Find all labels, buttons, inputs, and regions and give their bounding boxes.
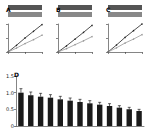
svg-text:A: A <box>6 6 11 13</box>
svg-text:B: B <box>56 6 61 13</box>
svg-text:1.0: 1.0 <box>6 90 14 96</box>
svg-text:0.5: 0.5 <box>6 106 14 112</box>
svg-text:C: C <box>106 6 111 13</box>
svg-text:1.5: 1.5 <box>6 73 14 79</box>
svg-text:D: D <box>14 71 19 78</box>
svg-text:0: 0 <box>11 123 14 129</box>
